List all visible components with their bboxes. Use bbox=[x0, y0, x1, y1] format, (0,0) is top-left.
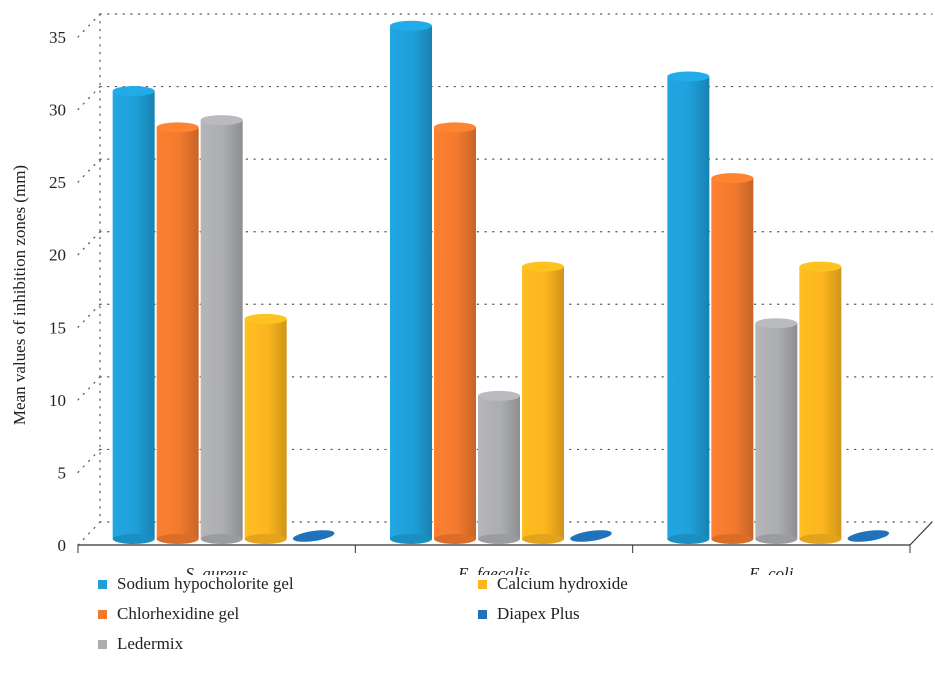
bar-bottom bbox=[390, 534, 432, 544]
bar bbox=[390, 20, 432, 544]
bar-body bbox=[522, 266, 564, 539]
labels-layer: 0 5 10 15 20 25 30 35 S. aureus E. faecalis E. col… bbox=[10, 28, 794, 575]
bar-body bbox=[434, 127, 476, 539]
bar-body bbox=[478, 395, 520, 539]
bar bbox=[112, 86, 155, 544]
gridline-side bbox=[77, 85, 101, 111]
bar-disc bbox=[570, 530, 612, 542]
bar bbox=[755, 318, 798, 544]
bar bbox=[570, 530, 612, 542]
bar-body bbox=[112, 91, 155, 540]
bar-top bbox=[390, 20, 432, 31]
bar-body bbox=[667, 76, 710, 540]
bar bbox=[667, 71, 710, 544]
bar-bottom bbox=[755, 534, 798, 544]
bar bbox=[434, 122, 476, 544]
bar bbox=[711, 173, 754, 544]
bar bbox=[847, 530, 890, 542]
bar-body bbox=[200, 120, 243, 539]
bar-bottom bbox=[244, 534, 287, 544]
gridline-side bbox=[77, 231, 101, 256]
bar-top bbox=[478, 390, 520, 401]
axis-layer bbox=[77, 521, 933, 553]
y-tick-label: 5 bbox=[58, 463, 67, 482]
bar-body bbox=[244, 318, 287, 539]
legend-swatch bbox=[98, 639, 107, 649]
x-tick-label: E. coli bbox=[748, 564, 794, 575]
y-tick-label: 20 bbox=[49, 246, 66, 265]
legend-swatch bbox=[98, 579, 107, 589]
bar-bottom bbox=[200, 534, 243, 544]
bar-bottom bbox=[667, 534, 710, 544]
bar-bottom bbox=[478, 534, 520, 544]
bar bbox=[244, 313, 287, 544]
y-tick-label: 0 bbox=[58, 536, 67, 555]
bar-top bbox=[667, 71, 710, 82]
bar-disc bbox=[292, 530, 335, 542]
legend-item-calcium-hydroxide: Calcium hydroxide bbox=[478, 574, 628, 594]
bar-chart: 0 5 10 15 20 25 30 35 S. aureus E. faecalis E. col… bbox=[10, 13, 933, 575]
bar-bottom bbox=[799, 534, 842, 544]
legend-swatch bbox=[478, 579, 487, 589]
bar-bottom bbox=[156, 534, 199, 544]
legend-swatch bbox=[98, 609, 107, 619]
legend-item-chlorhexidine-gel: Chlorhexidine gel bbox=[98, 604, 239, 624]
gridline-side bbox=[77, 448, 101, 474]
x-tick-label: S. aureus bbox=[185, 564, 248, 575]
gridline-side bbox=[77, 158, 101, 183]
legend-item-sodium-hypocholorite-gel: Sodium hypocholorite gel bbox=[98, 574, 294, 594]
bar bbox=[292, 530, 335, 542]
bar-top bbox=[434, 122, 476, 133]
legend-label: Ledermix bbox=[117, 634, 184, 653]
bar-body bbox=[755, 323, 798, 539]
floor-right-edge bbox=[909, 521, 933, 546]
bar bbox=[200, 115, 243, 544]
y-tick-label: 10 bbox=[49, 391, 66, 410]
bar-top bbox=[755, 318, 798, 329]
legend-swatch bbox=[478, 609, 487, 619]
legend-label: Chlorhexidine gel bbox=[117, 604, 240, 623]
y-tick-label: 30 bbox=[49, 101, 66, 120]
y-axis-title: Mean values of inhibition zones (mm) bbox=[10, 165, 29, 425]
bar-bottom bbox=[522, 534, 564, 544]
bar-body bbox=[799, 266, 842, 539]
gridline-side bbox=[77, 13, 101, 38]
bar-top bbox=[799, 261, 842, 272]
bar-body bbox=[711, 178, 754, 539]
bar-top bbox=[156, 122, 199, 133]
bar-top bbox=[711, 173, 754, 184]
bar-top bbox=[522, 261, 564, 272]
bar-body bbox=[390, 25, 432, 539]
bar-disc bbox=[847, 530, 890, 542]
legend-label: Diapex Plus bbox=[497, 604, 580, 623]
bar bbox=[522, 261, 564, 544]
legend-label: Sodium hypocholorite gel bbox=[117, 574, 294, 593]
gridline-side bbox=[77, 376, 101, 401]
x-tick-label: E. faecalis bbox=[457, 564, 530, 575]
legend-item-ledermix: Ledermix bbox=[98, 634, 183, 654]
bar bbox=[478, 390, 520, 544]
bar-top bbox=[112, 86, 155, 97]
bar-top bbox=[244, 313, 287, 324]
gridline-side bbox=[77, 521, 101, 546]
legend-label: Calcium hydroxide bbox=[497, 574, 628, 593]
bar-top bbox=[200, 115, 243, 126]
legend-item-diapex-plus: Diapex Plus bbox=[478, 604, 580, 624]
y-tick-label: 35 bbox=[49, 28, 66, 47]
bars-layer bbox=[112, 20, 890, 544]
bar-body bbox=[156, 127, 199, 539]
bar bbox=[799, 261, 842, 544]
bar-bottom bbox=[434, 534, 476, 544]
y-tick-label: 25 bbox=[49, 173, 66, 192]
gridline-side bbox=[77, 303, 101, 328]
bar-bottom bbox=[711, 534, 754, 544]
bar bbox=[156, 122, 199, 544]
bar-bottom bbox=[112, 534, 155, 544]
y-tick-label: 15 bbox=[49, 318, 66, 337]
